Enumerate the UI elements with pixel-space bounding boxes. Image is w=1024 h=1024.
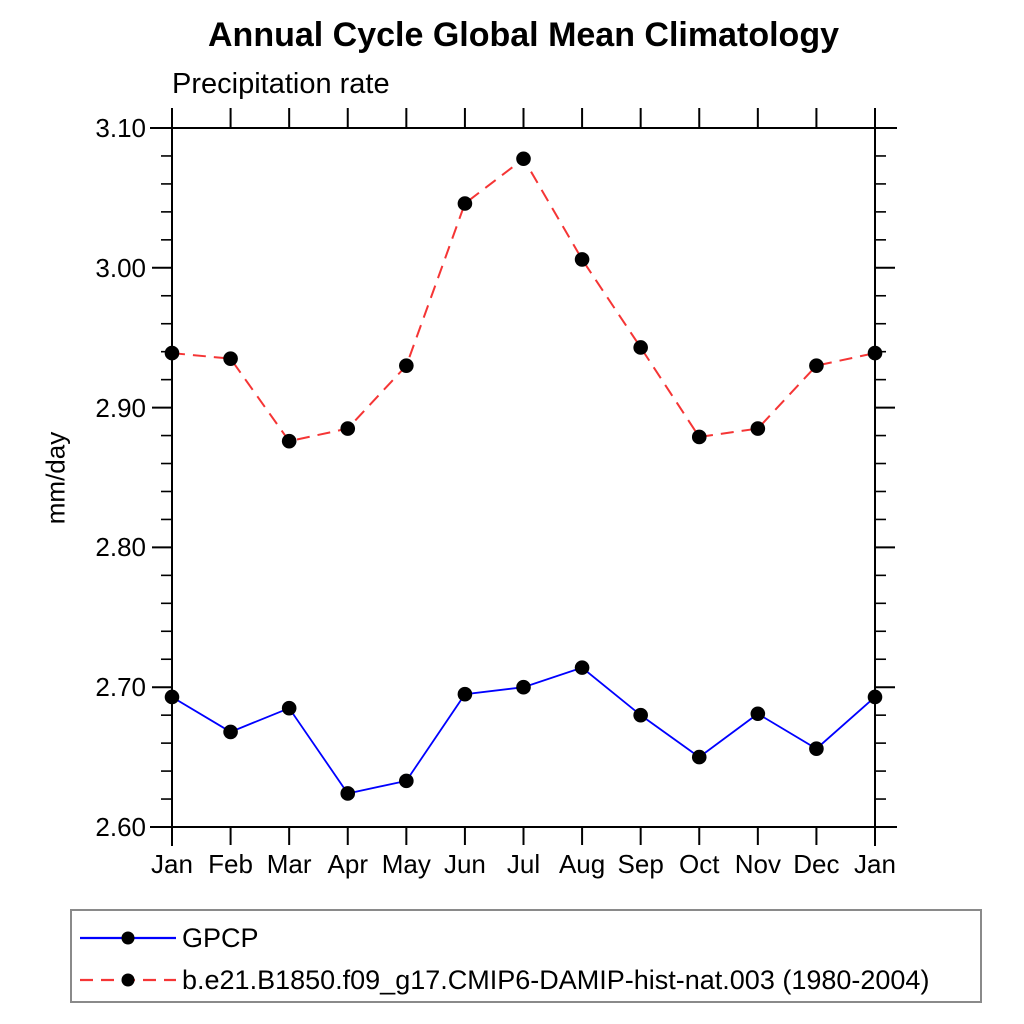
data-point-marker xyxy=(750,706,766,722)
x-tick-label: Nov xyxy=(734,849,781,879)
x-tick-label: Jun xyxy=(443,849,486,879)
x-tick-label: Apr xyxy=(327,849,368,879)
data-point-marker xyxy=(633,707,648,723)
chart-subtitle: Precipitation rate xyxy=(172,68,390,100)
legend-item-model: b.e21.B1850.f09_g17.CMIP6-DAMIP-hist-nat… xyxy=(78,961,929,999)
legend-line-sample-solid xyxy=(80,931,176,945)
legend-box: GPCP b.e21.B1850.f09_g17.CMIP6-DAMIP-his… xyxy=(70,909,982,1003)
data-point-marker xyxy=(867,689,883,705)
data-point-marker xyxy=(574,660,590,675)
data-point-marker xyxy=(340,421,356,436)
y-tick-label: 2.90 xyxy=(95,392,146,423)
data-point-marker xyxy=(516,151,531,167)
x-tick-label: Mar xyxy=(266,849,312,879)
legend-label: GPCP xyxy=(182,922,259,953)
x-tick-label: Aug xyxy=(558,849,606,879)
y-tick-label: 2.80 xyxy=(95,532,146,563)
data-point-marker xyxy=(633,340,648,355)
x-tick-label: Jan xyxy=(151,849,193,879)
data-point-marker xyxy=(809,741,824,757)
data-point-marker xyxy=(516,679,531,695)
data-point-marker xyxy=(691,429,707,445)
x-tick-label: Oct xyxy=(679,849,720,879)
y-tick-label: 3.00 xyxy=(95,252,146,283)
x-tick-label: Feb xyxy=(208,849,253,879)
data-point-marker xyxy=(399,358,414,373)
data-point-marker xyxy=(457,686,473,702)
data-point-marker xyxy=(750,421,766,436)
x-tick-label: May xyxy=(381,849,431,879)
data-point-marker xyxy=(867,345,883,361)
x-tick-label: Jul xyxy=(506,849,541,879)
data-point-marker xyxy=(399,773,414,789)
data-point-marker xyxy=(281,433,297,449)
chart-title: Annual Cycle Global Mean Climatology xyxy=(208,16,839,54)
data-point-marker xyxy=(809,358,824,373)
legend-item-gpcp: GPCP xyxy=(78,919,259,957)
data-point-marker xyxy=(457,196,473,211)
y-tick-label: 2.60 xyxy=(95,812,146,842)
legend-line-sample-dashed xyxy=(80,973,176,987)
data-point-marker xyxy=(223,351,238,366)
series-line-1 xyxy=(171,157,876,443)
y-tick-label: 3.10 xyxy=(95,113,146,143)
y-tick-label: 2.70 xyxy=(95,672,146,703)
legend-label: b.e21.B1850.f09_g17.CMIP6-DAMIP-hist-nat… xyxy=(182,964,930,995)
data-point-marker xyxy=(340,786,356,801)
x-tick-label: Sep xyxy=(617,849,664,879)
data-point-marker xyxy=(691,749,707,765)
data-point-marker xyxy=(574,252,590,267)
data-point-marker xyxy=(223,724,238,740)
x-tick-label: Jan xyxy=(854,849,896,879)
data-point-marker xyxy=(281,700,297,716)
x-tick-label: Dec xyxy=(793,849,840,879)
data-point-marker xyxy=(164,689,180,705)
data-point-marker xyxy=(164,345,180,361)
